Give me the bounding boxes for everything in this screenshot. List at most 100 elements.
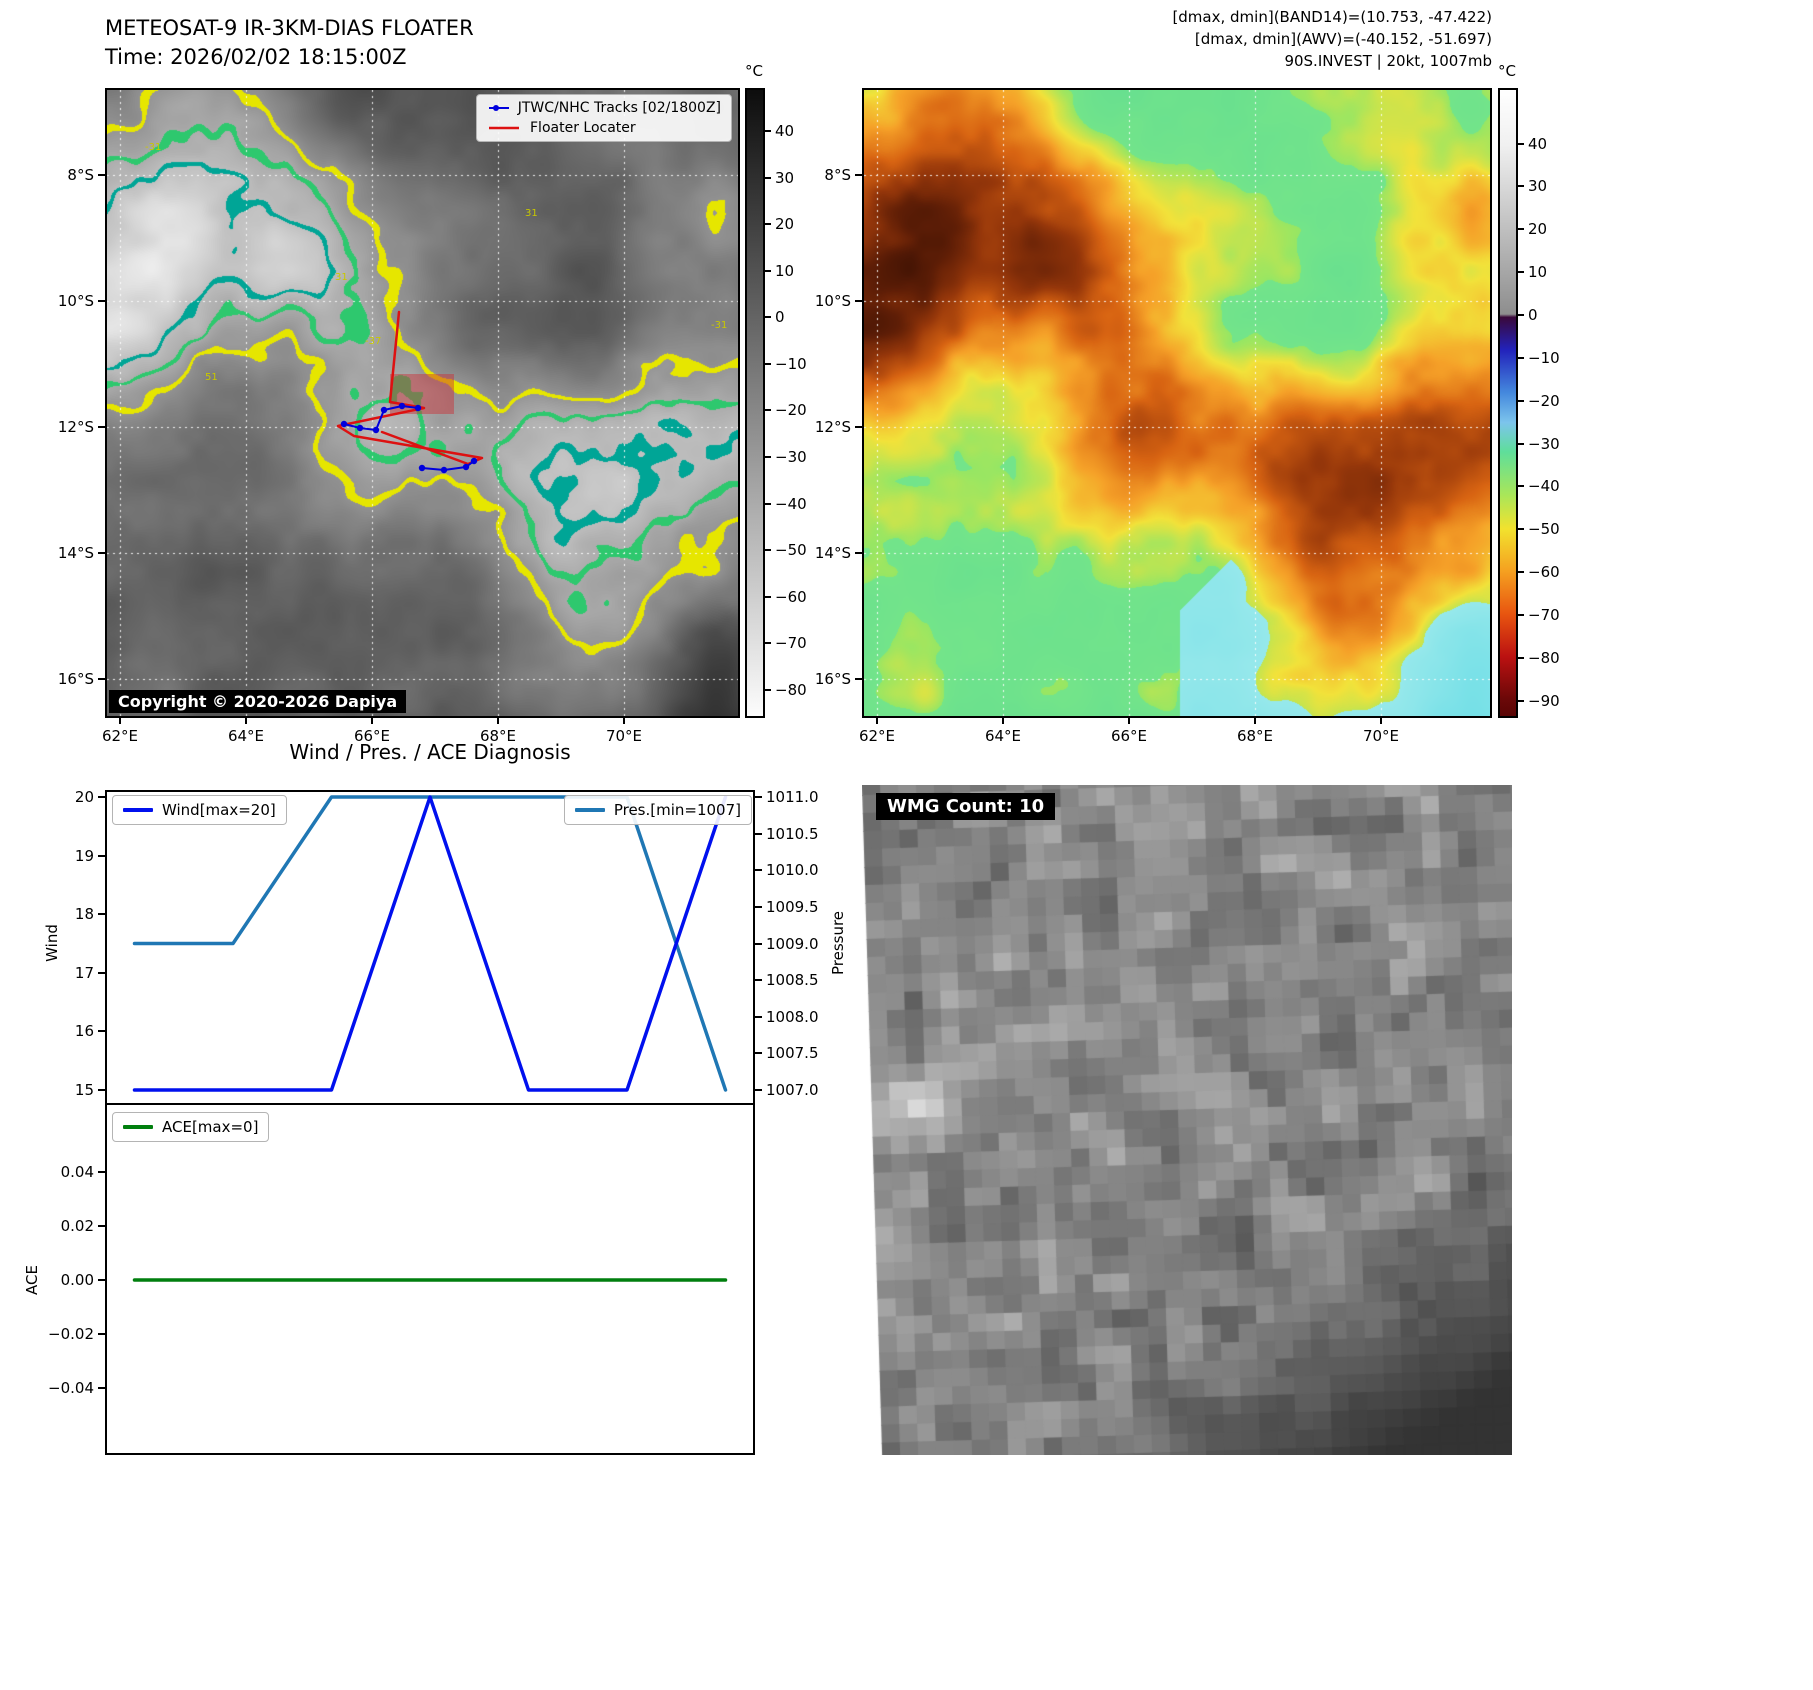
enhanced-colorbar-tick-label: −30 bbox=[1528, 434, 1560, 453]
ir-colorbar-tick-mark bbox=[765, 409, 771, 412]
ir-colorbar-tick-mark bbox=[765, 223, 771, 226]
pressure-legend-row: Pres.[min=1007] bbox=[574, 801, 741, 819]
map-y-tick-mark bbox=[98, 426, 105, 428]
ir-colorbar-tick-mark bbox=[765, 456, 771, 459]
wind-line bbox=[132, 795, 728, 1092]
wmg-pixel-image bbox=[862, 785, 1512, 1455]
ir-colorbar-tick-label: −10 bbox=[775, 354, 807, 373]
ir-colorbar-tick-label: −60 bbox=[775, 587, 807, 606]
ir-colorbar-tick-mark bbox=[765, 688, 771, 691]
ir-colorbar-tick-mark bbox=[765, 362, 771, 365]
map-x-tick-mark bbox=[497, 718, 499, 724]
enhanced-colorbar-tick-mark bbox=[1518, 699, 1524, 702]
enhanced-colorbar-tick-label: −20 bbox=[1528, 391, 1560, 410]
jtwc-track-point bbox=[462, 463, 470, 471]
enhanced-colorbar-tick-mark bbox=[1518, 228, 1524, 231]
enhanced-colorbar-tick-label: 20 bbox=[1528, 220, 1548, 239]
enhanced-colorbar-tick-mark bbox=[1518, 271, 1524, 274]
ace-tick-label: −0.02 bbox=[48, 1325, 94, 1343]
ir-colorbar-tick-mark bbox=[765, 269, 771, 272]
ace-tick-label: 0.00 bbox=[60, 1271, 94, 1289]
ir-colorbar-tick-mark bbox=[765, 176, 771, 179]
enhanced-colorbar-tick-label: −90 bbox=[1528, 691, 1560, 710]
ir-colorbar-tick-label: −80 bbox=[775, 680, 807, 699]
ir-colorbar-tick-label: −30 bbox=[775, 448, 807, 467]
ir-colorbar-tick-mark bbox=[765, 642, 771, 645]
legend-row-floater: Floater Locater bbox=[487, 120, 721, 136]
pressure-tick-mark bbox=[755, 796, 762, 798]
jtwc-track-sample-icon bbox=[489, 105, 509, 111]
wind-tick-mark bbox=[98, 1030, 105, 1033]
map-x-tick-mark bbox=[371, 718, 373, 724]
enhanced-colorbar-tick-mark bbox=[1518, 356, 1524, 359]
enhanced-colorbar-tick-mark bbox=[1518, 528, 1524, 531]
contour-label: 31 bbox=[335, 272, 348, 283]
ir-colorbar-unit: °C bbox=[745, 62, 763, 80]
enhanced-colorbar-tick-label: −80 bbox=[1528, 648, 1560, 667]
map-y-tick-label: 16°S bbox=[57, 670, 94, 688]
awv-minmax-label: [dmax, dmin](AWV)=(-40.152, -51.697) bbox=[1194, 30, 1492, 48]
enhanced-colorbar-tick-label: 30 bbox=[1528, 177, 1548, 196]
ir-colorbar-tick-label: −40 bbox=[775, 494, 807, 513]
map-y-tick-label: 14°S bbox=[57, 544, 94, 562]
chart-title: Wind / Pres. / ACE Diagnosis bbox=[289, 740, 571, 764]
pressure-line bbox=[132, 795, 728, 1092]
contour-label: 51 bbox=[205, 372, 218, 383]
ace-legend-label: ACE[max=0] bbox=[162, 1118, 259, 1136]
ace-legend: ACE[max=0] bbox=[112, 1112, 270, 1142]
map-x-tick-label: 62°E bbox=[858, 727, 896, 745]
map-y-tick-label: 8°S bbox=[824, 166, 851, 184]
enhanced-colorbar-tick-mark bbox=[1518, 614, 1524, 617]
enhanced-colorbar-tick-mark bbox=[1518, 656, 1524, 659]
map-y-tick-mark bbox=[855, 174, 862, 176]
enhanced-colorbar-tick-label: 10 bbox=[1528, 263, 1548, 282]
pressure-line-sample-icon bbox=[574, 808, 605, 812]
enhanced-satellite-map bbox=[862, 88, 1492, 718]
ace-tick-label: 0.02 bbox=[60, 1217, 94, 1235]
jtwc-track-point bbox=[356, 424, 364, 432]
jtwc-track-point bbox=[340, 420, 348, 428]
ace-axis-label: ACE bbox=[23, 1265, 41, 1295]
wind-axis-label: Wind bbox=[43, 924, 61, 962]
ace-tick-label: −0.04 bbox=[48, 1379, 94, 1397]
map-x-tick-mark bbox=[1380, 718, 1382, 724]
ace-tick-mark bbox=[98, 1171, 105, 1173]
map-y-tick-label: 14°S bbox=[814, 544, 851, 562]
storm-id-intensity-label: 90S.INVEST | 20kt, 1007mb bbox=[1284, 52, 1492, 70]
map-y-tick-label: 10°S bbox=[814, 292, 851, 310]
map-y-tick-mark bbox=[855, 552, 862, 554]
wind-legend-row: Wind[max=20] bbox=[123, 801, 276, 819]
enhanced-colorbar-tick-label: −60 bbox=[1528, 563, 1560, 582]
map-x-tick-mark bbox=[623, 718, 625, 724]
pressure-legend-label: Pres.[min=1007] bbox=[613, 801, 741, 819]
storm-tracks-overlay bbox=[336, 310, 484, 474]
pressure-tick-mark bbox=[755, 869, 762, 872]
map-y-tick-mark bbox=[855, 426, 862, 428]
map-x-tick-label: 62°E bbox=[101, 727, 139, 745]
wind-legend-label: Wind[max=20] bbox=[162, 801, 276, 819]
pressure-tick-label: 1011.0 bbox=[766, 788, 819, 806]
ace-legend-row: ACE[max=0] bbox=[123, 1118, 258, 1136]
legend-label-jtwc: JTWC/NHC Tracks [02/1800Z] bbox=[517, 100, 721, 116]
pressure-tick-mark bbox=[755, 832, 762, 835]
ir-colorbar-tick-mark bbox=[765, 595, 771, 598]
enhanced-colorbar-tick-label: 40 bbox=[1528, 134, 1548, 153]
jtwc-track-point bbox=[398, 402, 406, 410]
contour-label: -31 bbox=[145, 142, 162, 153]
legend-label-floater: Floater Locater bbox=[530, 120, 636, 136]
pressure-tick-mark bbox=[755, 1015, 762, 1018]
map-y-tick-mark bbox=[98, 678, 105, 680]
map-y-tick-mark bbox=[98, 174, 105, 176]
legend-row-jtwc: JTWC/NHC Tracks [02/1800Z] bbox=[487, 100, 721, 116]
map-x-tick-mark bbox=[1002, 718, 1004, 724]
wind-pressure-plot bbox=[105, 790, 755, 1105]
ir-satellite-image bbox=[107, 90, 738, 716]
ir-colorbar-tick-label: −50 bbox=[775, 541, 807, 560]
map-y-tick-label: 8°S bbox=[67, 166, 94, 184]
wind-tick-label: 20 bbox=[74, 788, 94, 806]
wind-tick-mark bbox=[98, 796, 105, 798]
enhanced-colorbar-tick-mark bbox=[1518, 571, 1524, 574]
wind-line-sample-icon bbox=[123, 808, 153, 812]
enhanced-colorbar-tick-mark bbox=[1518, 399, 1524, 402]
enhanced-satellite-image bbox=[864, 90, 1490, 716]
